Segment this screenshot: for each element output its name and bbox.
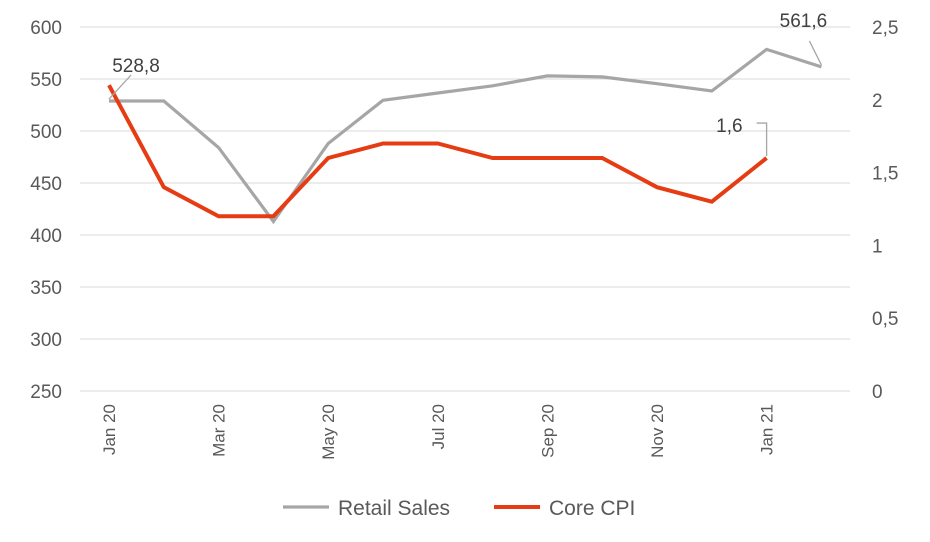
right-tick-label: 0,5 — [872, 309, 898, 330]
data-label: 1,6 — [716, 116, 742, 137]
legend: Retail Sales Core CPI — [283, 497, 635, 520]
left-tick-label: 450 — [30, 174, 62, 195]
leader-line — [756, 122, 768, 157]
series-line-retail-sales — [109, 47, 822, 225]
right-tick-label: 2 — [872, 91, 883, 112]
right-tick-label: 1 — [872, 236, 883, 257]
legend-label: Retail Sales — [338, 497, 450, 520]
left-tick-label: 350 — [30, 278, 62, 299]
left-tick-label: 550 — [30, 70, 62, 91]
series-line-core-cpi — [107, 84, 768, 219]
x-tick-label: Jan 21 — [758, 404, 777, 455]
x-tick-label: May 20 — [319, 404, 338, 460]
leader-line — [108, 74, 132, 100]
right-axis-ticks: 0 0,5 1 1,5 2 2,5 — [872, 18, 898, 403]
left-tick-label: 500 — [30, 122, 62, 143]
x-tick-label: Jan 20 — [100, 404, 119, 455]
legend-label: Core CPI — [549, 497, 635, 520]
left-tick-label: 250 — [30, 382, 62, 403]
series-lines — [107, 47, 822, 225]
left-tick-label: 600 — [30, 18, 62, 39]
gridlines — [80, 26, 850, 392]
data-labels: 528,8 561,6 1,6 — [108, 11, 828, 157]
left-tick-label: 300 — [30, 330, 62, 351]
x-tick-label: Mar 20 — [210, 404, 229, 457]
right-tick-label: 2,5 — [872, 18, 898, 39]
right-tick-label: 1,5 — [872, 164, 898, 185]
leader-line — [808, 40, 822, 66]
x-axis-ticks: Jan 20 Mar 20 May 20 Jul 20 Sep 20 Nov 20 Jan … — [100, 404, 777, 460]
x-tick-label: Jul 20 — [429, 404, 448, 449]
right-tick-label: 0 — [872, 382, 883, 403]
left-axis-ticks: 250 300 350 400 450 500 550 600 — [30, 18, 62, 403]
data-label: 561,6 — [780, 11, 828, 32]
x-tick-label: Sep 20 — [538, 404, 557, 458]
data-label: 528,8 — [112, 56, 160, 77]
x-tick-label: Nov 20 — [648, 404, 667, 458]
left-tick-label: 400 — [30, 226, 62, 247]
